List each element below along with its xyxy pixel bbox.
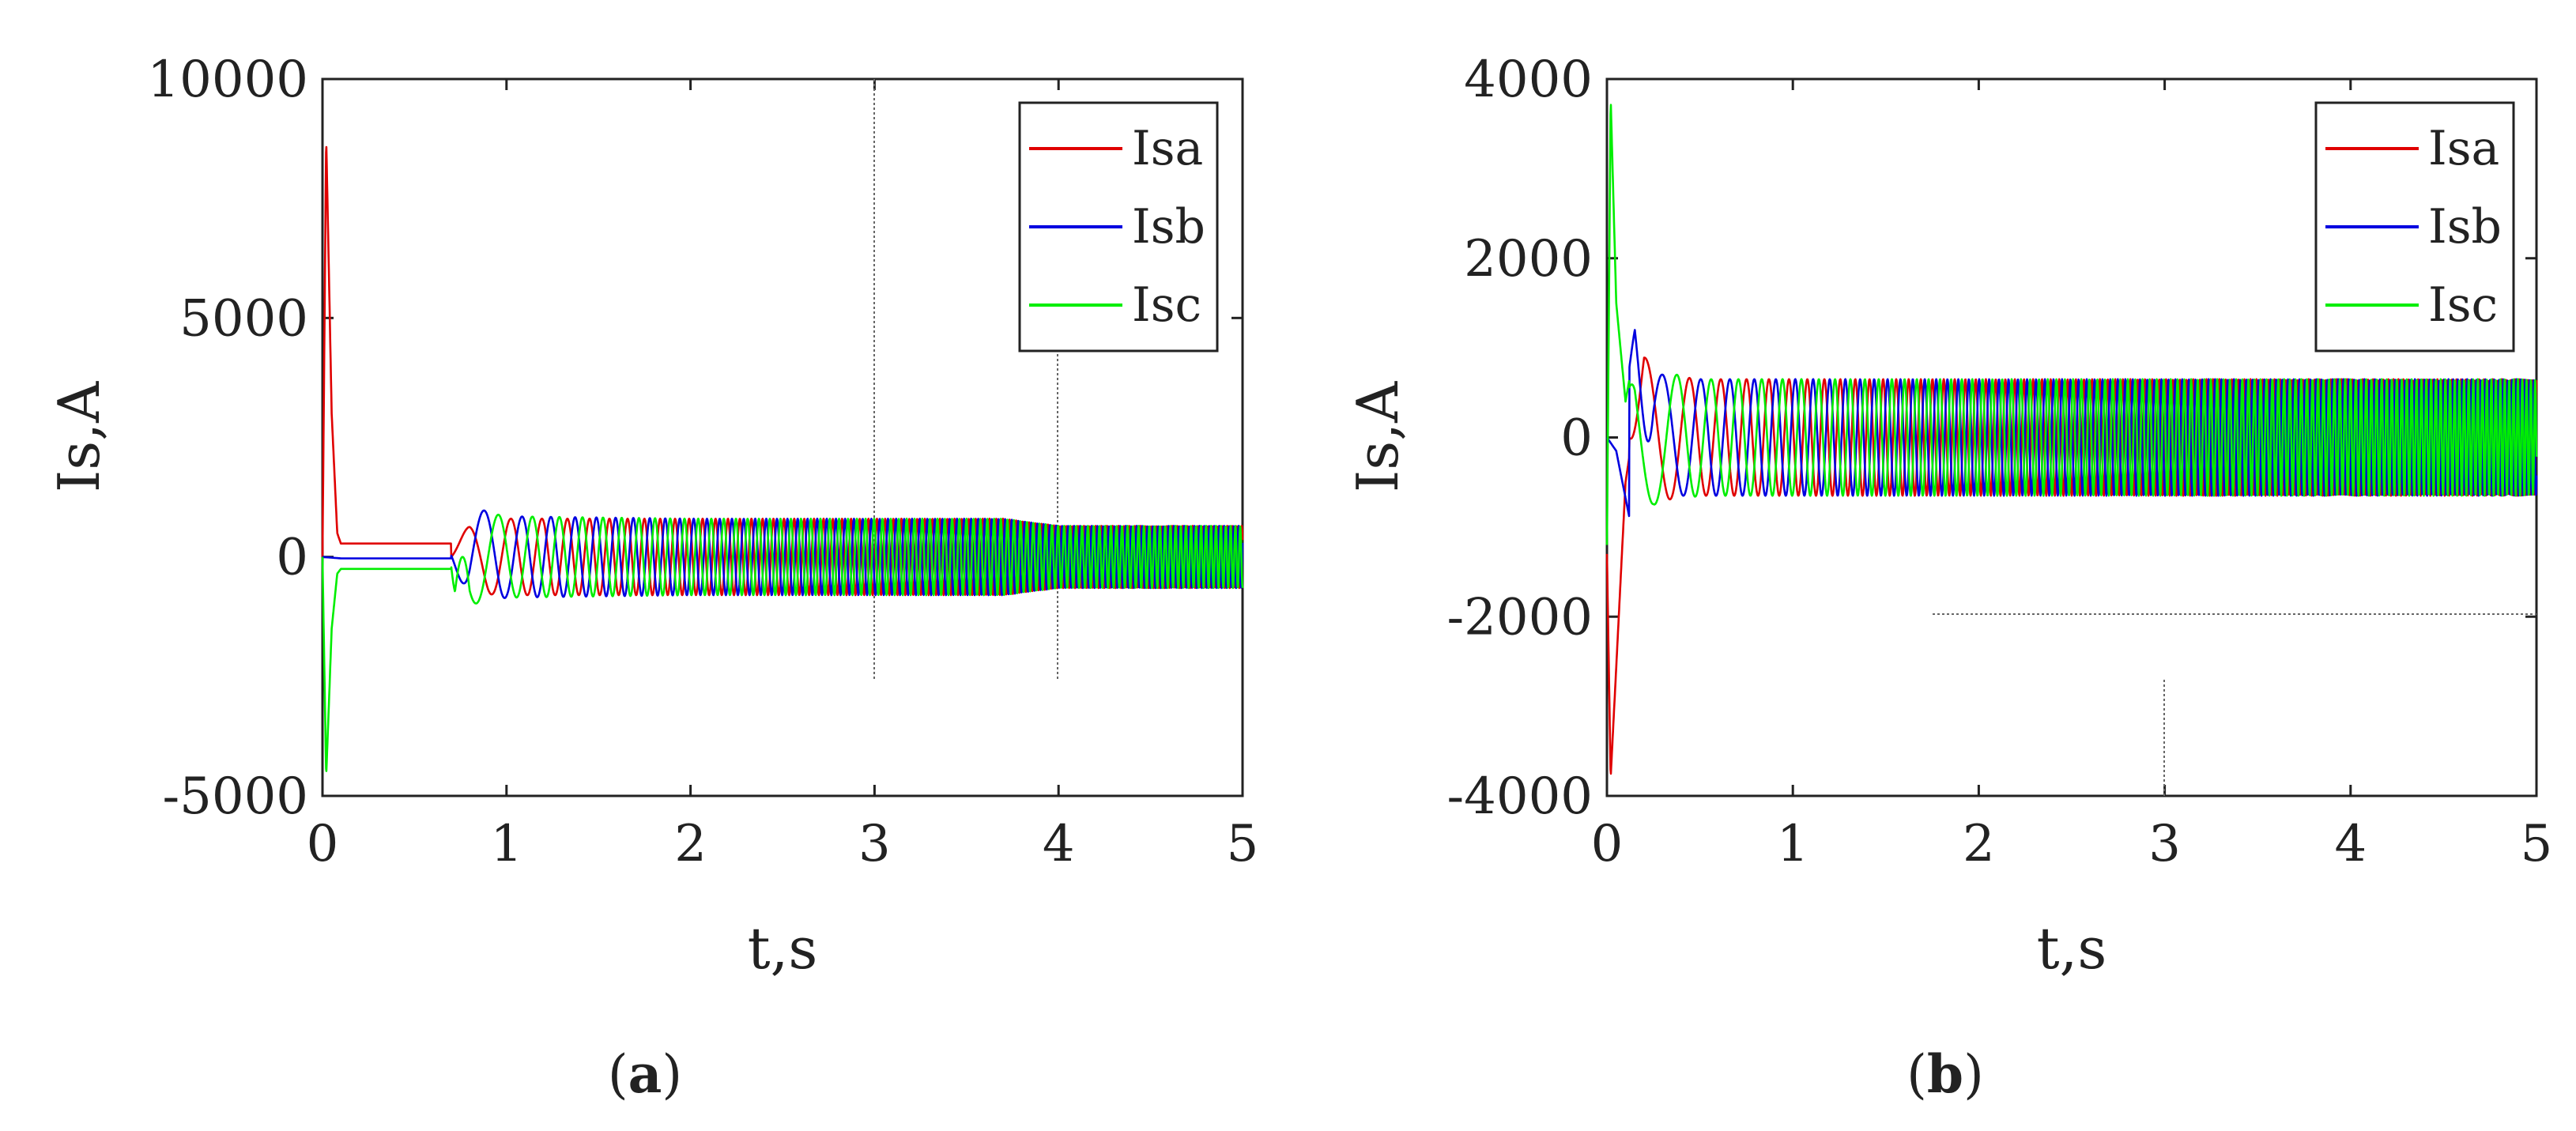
reference-lines-b: [1933, 613, 2536, 796]
legend-label-a-isa: Isa: [1132, 121, 1203, 176]
series-line-isc: [1605, 104, 2538, 545]
y-tick-label: -2000: [1447, 588, 1593, 647]
series-b: [1605, 104, 2538, 775]
x-tick-label: 0: [1591, 815, 1624, 873]
axis-ticks-b: 0 1 2 3 4 5 -4000 -2000 0 2000 4000: [1447, 51, 2553, 873]
panel-label-a: (a): [608, 1043, 682, 1105]
x-axis-label-a: t,s: [748, 915, 818, 982]
series-line-isc: [321, 514, 1244, 772]
series-a: [321, 145, 1244, 772]
y-tick-label: 10000: [147, 51, 308, 109]
legend-b: Isa Isb Isc: [2314, 101, 2515, 352]
y-tick-label: 0: [276, 529, 308, 587]
panel-letter-a: a: [628, 1043, 662, 1105]
x-tick-label: 1: [490, 815, 522, 873]
y-tick-label: -4000: [1447, 767, 1593, 826]
y-tick-label: -5000: [163, 767, 309, 826]
x-tick-label: 2: [674, 815, 707, 873]
y-tick-label: 5000: [179, 289, 308, 348]
x-tick-label: 5: [2521, 815, 2553, 873]
legend-a: Isa Isb Isc: [1018, 101, 1219, 352]
y-axis-label-a: Is,A: [46, 381, 112, 492]
panel-letter-b: b: [1927, 1043, 1963, 1105]
x-tick-label: 4: [2334, 815, 2367, 873]
panel-label-b: (b): [1907, 1043, 1984, 1105]
legend-label-b-isb: Isb: [2428, 199, 2502, 254]
legend-label-a-isb: Isb: [1132, 199, 1205, 254]
legend-label-b-isa: Isa: [2428, 121, 2499, 176]
chart-b: 0 1 2 3 4 5 -4000 -2000 0 2000 4000 Isa Isb Isc t,…: [1345, 51, 2552, 1105]
x-tick-label: 2: [1963, 815, 1995, 873]
x-tick-label: 3: [858, 815, 891, 873]
x-tick-label: 4: [1043, 815, 1075, 873]
x-axis-label-b: t,s: [2037, 915, 2107, 982]
reference-lines-a: [873, 79, 1058, 680]
legend-label-a-isc: Isc: [1132, 277, 1201, 333]
x-tick-label: 0: [307, 815, 339, 873]
y-tick-label: 4000: [1464, 51, 1593, 109]
x-tick-label: 5: [1227, 815, 1259, 873]
x-tick-label: 1: [1777, 815, 1809, 873]
series-line-isb: [322, 509, 1244, 599]
y-tick-label: 0: [1560, 409, 1593, 468]
x-tick-label: 3: [2148, 815, 2181, 873]
legend-label-b-isc: Isc: [2428, 277, 2498, 333]
y-tick-label: 2000: [1464, 230, 1593, 288]
y-axis-label-b: Is,A: [1345, 381, 1411, 492]
